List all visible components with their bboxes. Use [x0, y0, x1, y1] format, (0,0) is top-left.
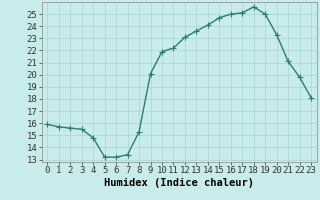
X-axis label: Humidex (Indice chaleur): Humidex (Indice chaleur) [104, 178, 254, 188]
